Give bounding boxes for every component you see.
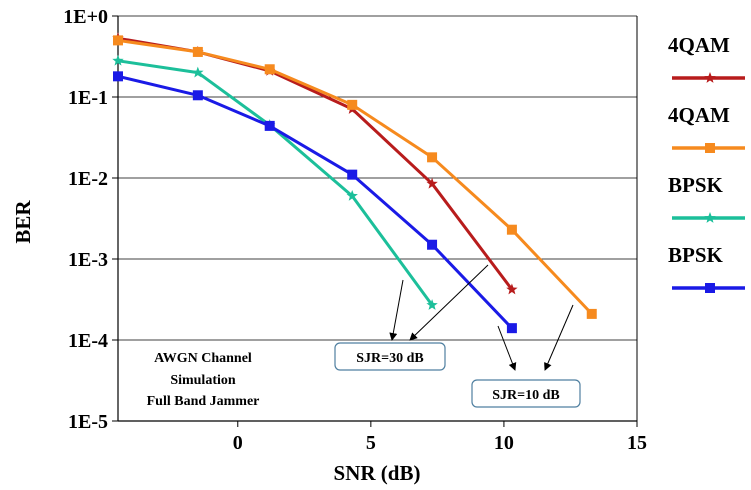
data-point [192, 90, 203, 101]
series-line [117, 74, 513, 330]
x-tick-label: 15 [627, 432, 647, 454]
callouts: SJR=30 dB SJR=10 dB [334, 264, 581, 408]
annotation-line-1: AWGN Channel [154, 351, 252, 366]
data-point [192, 66, 204, 78]
x-axis-title: SNR (dB) [334, 461, 421, 485]
legend-swatch-marker [705, 143, 715, 153]
y-axis-title: BER [11, 200, 35, 244]
legend-swatch-marker [705, 283, 715, 293]
series-layer [112, 32, 597, 334]
data-point [426, 177, 438, 189]
y-tick-label: 1E-3 [68, 249, 108, 271]
y-tick-label: 1E-1 [68, 87, 108, 109]
data-point [506, 323, 517, 334]
annotation-block: AWGN Channel Simulation Full Band Jammer [147, 351, 260, 409]
data-point [192, 46, 203, 57]
y-tick-label: 1E-5 [68, 411, 108, 433]
annotation-line-2: Simulation [170, 373, 236, 388]
data-point [427, 152, 438, 163]
data-point [506, 224, 517, 235]
data-point [113, 35, 123, 46]
data-point [113, 71, 123, 82]
grid-lines [118, 15, 637, 341]
data-point [347, 99, 358, 110]
legend-label: 4QAM [668, 33, 730, 57]
legend-label: BPSK [668, 243, 724, 267]
callout-box-sjr10 [471, 379, 581, 408]
y-tick-label: 1E-2 [68, 168, 108, 190]
legend-label: 4QAM [668, 103, 730, 127]
callout-arrow [544, 304, 574, 371]
x-tick-label: 0 [233, 432, 243, 454]
y-tick-label: 1E-4 [68, 330, 108, 352]
data-point [264, 120, 275, 131]
series-3 [113, 71, 517, 334]
callout-arrow [497, 325, 517, 371]
x-tick-label: 5 [366, 432, 376, 454]
callout-arrow [409, 264, 489, 341]
series-1 [113, 35, 597, 319]
y-tick-label: 1E+0 [63, 6, 108, 28]
series-line [117, 59, 434, 306]
data-point [347, 169, 358, 180]
data-point [426, 299, 438, 310]
legend: 4QAM 4QAM BPSK BPSK [668, 33, 745, 293]
legend-label: BPSK [668, 173, 724, 197]
annotation-line-3: Full Band Jammer [147, 394, 260, 409]
x-tick-label: 10 [494, 432, 514, 454]
data-point [427, 239, 438, 250]
x-tick-labels: 0 5 10 15 [233, 432, 647, 454]
legend-swatch-marker [704, 212, 716, 223]
callout-label-sjr30: SJR=30 dB [356, 351, 424, 366]
legend-swatch-marker [704, 72, 716, 83]
data-point [506, 283, 518, 295]
callout-arrow [389, 279, 404, 341]
callout-box-sjr30 [334, 342, 446, 371]
data-point [346, 190, 358, 201]
callout-label-sjr10: SJR=10 dB [492, 388, 560, 403]
y-tick-labels: 1E+0 1E-1 1E-2 1E-3 1E-4 1E-5 [63, 6, 108, 433]
data-point [112, 54, 124, 66]
data-point [264, 64, 275, 75]
series-2 [112, 54, 438, 310]
axes [112, 15, 638, 427]
data-point [586, 308, 597, 319]
